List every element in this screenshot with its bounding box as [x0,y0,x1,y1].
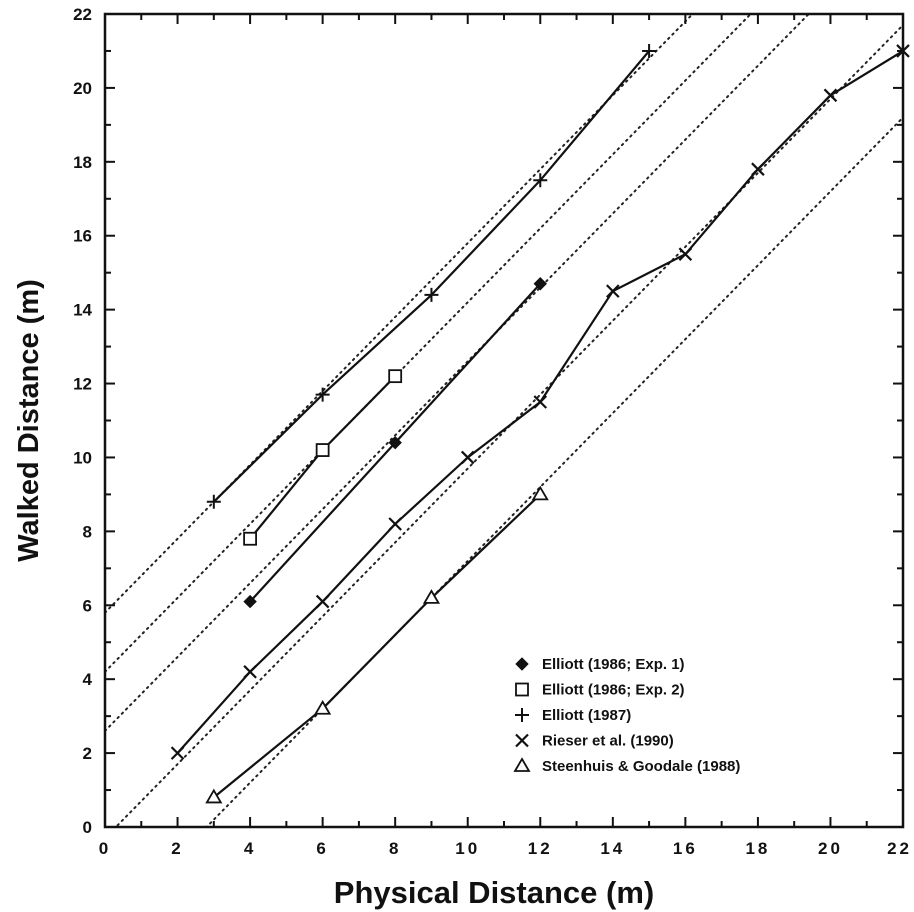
axis-ticks: 0 2 4 6 8 10 12 14 16 18 20 22 0 2 4 6 8 10 12 14 16 18 20 22 [73,5,912,858]
data-point [422,589,441,604]
reference-line-4 [114,24,903,827]
x-tick-label: 16 [673,839,698,858]
x-tick-label: 2 [171,839,183,858]
data-point [531,485,549,501]
legend-marker [515,708,529,722]
data-point [606,284,620,298]
data-point [642,43,657,58]
x-tick-label: 0 [99,839,111,858]
data-point [205,788,223,804]
reference-line-5 [205,116,903,827]
data-point [533,277,547,291]
data-point [315,387,330,402]
legend: Elliott (1986; Exp. 1) Elliott (1986; Exp… [513,656,740,775]
y-tick-label: 2 [83,744,92,763]
data-point [206,494,221,509]
plot-area [103,12,905,829]
series-2 [243,369,403,546]
series-3 [206,43,657,509]
legend-item: Elliott (1986; Exp. 2) [515,682,685,699]
x-tick-label: 22 [887,839,912,858]
y-tick-label: 8 [83,522,92,541]
data-point [823,88,838,103]
series-4 [170,44,910,760]
y-tick-label: 0 [83,818,92,837]
data-point [315,594,330,609]
legend-marker [515,733,529,748]
reference-lines [105,14,903,827]
data-point [678,247,693,261]
legend-item: Elliott (1986; Exp. 1) [515,656,685,673]
data-point [314,699,332,715]
legend-label: Elliott (1986; Exp. 2) [542,682,685,699]
x-tick-label: 8 [389,839,401,858]
x-tick-label: 6 [316,839,328,858]
y-tick-label: 18 [73,153,92,172]
y-tick-label: 4 [83,670,93,689]
x-tick-label: 12 [528,839,553,858]
legend-label: Elliott (1986; Exp. 1) [542,656,685,673]
data-point [243,594,257,609]
data-point [460,450,475,465]
data-point [170,746,185,760]
data-point [388,517,402,531]
x-axis-title: Physical Distance (m) [334,875,654,910]
data-point [243,665,257,679]
reference-line-2 [105,14,753,673]
legend-label: Elliott (1987) [542,707,631,724]
data-point [388,369,403,384]
x-tick-label: 20 [818,839,843,858]
series-line [213,50,650,503]
y-tick-label: 12 [73,375,92,394]
data-point [315,443,330,457]
series-line [213,493,542,799]
y-axis-title: Walked Distance (m) [13,279,45,562]
data-point [751,162,765,176]
x-tick-label: 10 [455,839,480,858]
series-1 [243,277,547,609]
data-point [424,287,439,302]
y-tick-label: 16 [73,227,92,246]
legend-marker [513,757,531,772]
data-point [533,395,548,409]
legend-item: Elliott (1987) [515,707,631,724]
x-tick-label: 18 [745,839,770,858]
series-layer [170,43,910,804]
legend-marker [515,657,529,671]
legend-marker [515,682,529,697]
y-tick-label: 6 [83,596,92,615]
legend-item: Steenhuis & Goodale (1988) [513,757,740,775]
legend-item: Rieser et al. (1990) [515,733,674,750]
data-point [243,531,257,546]
data-point [388,435,402,450]
data-point [896,44,910,58]
y-tick-label: 14 [73,301,92,320]
series-5 [205,485,549,804]
x-tick-label: 14 [600,839,625,858]
reference-line-1 [105,14,695,614]
legend-label: Rieser et al. (1990) [542,733,674,750]
y-tick-label: 10 [73,448,92,467]
y-tick-label: 22 [73,5,92,24]
data-point [533,173,548,188]
reference-line-3 [105,14,811,732]
x-tick-label: 4 [244,839,256,858]
y-tick-label: 20 [73,79,92,98]
legend-label: Steenhuis & Goodale (1988) [542,758,740,775]
